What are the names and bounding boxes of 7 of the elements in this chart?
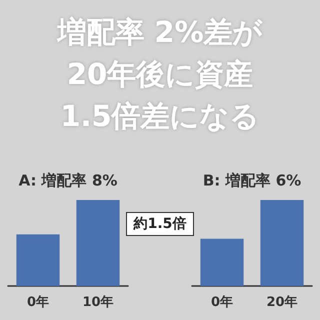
x-tick-label: 0年 xyxy=(210,295,234,310)
chart-title: A: 増配率 8% xyxy=(18,172,118,190)
x-tick-label: 10年 xyxy=(82,295,114,310)
x-tick-label: 20年 xyxy=(266,295,298,310)
chart-title: B: 増配率 6% xyxy=(202,172,302,190)
x-tick-label: 0年 xyxy=(26,295,50,310)
text: 約1.5倍 xyxy=(132,215,186,232)
